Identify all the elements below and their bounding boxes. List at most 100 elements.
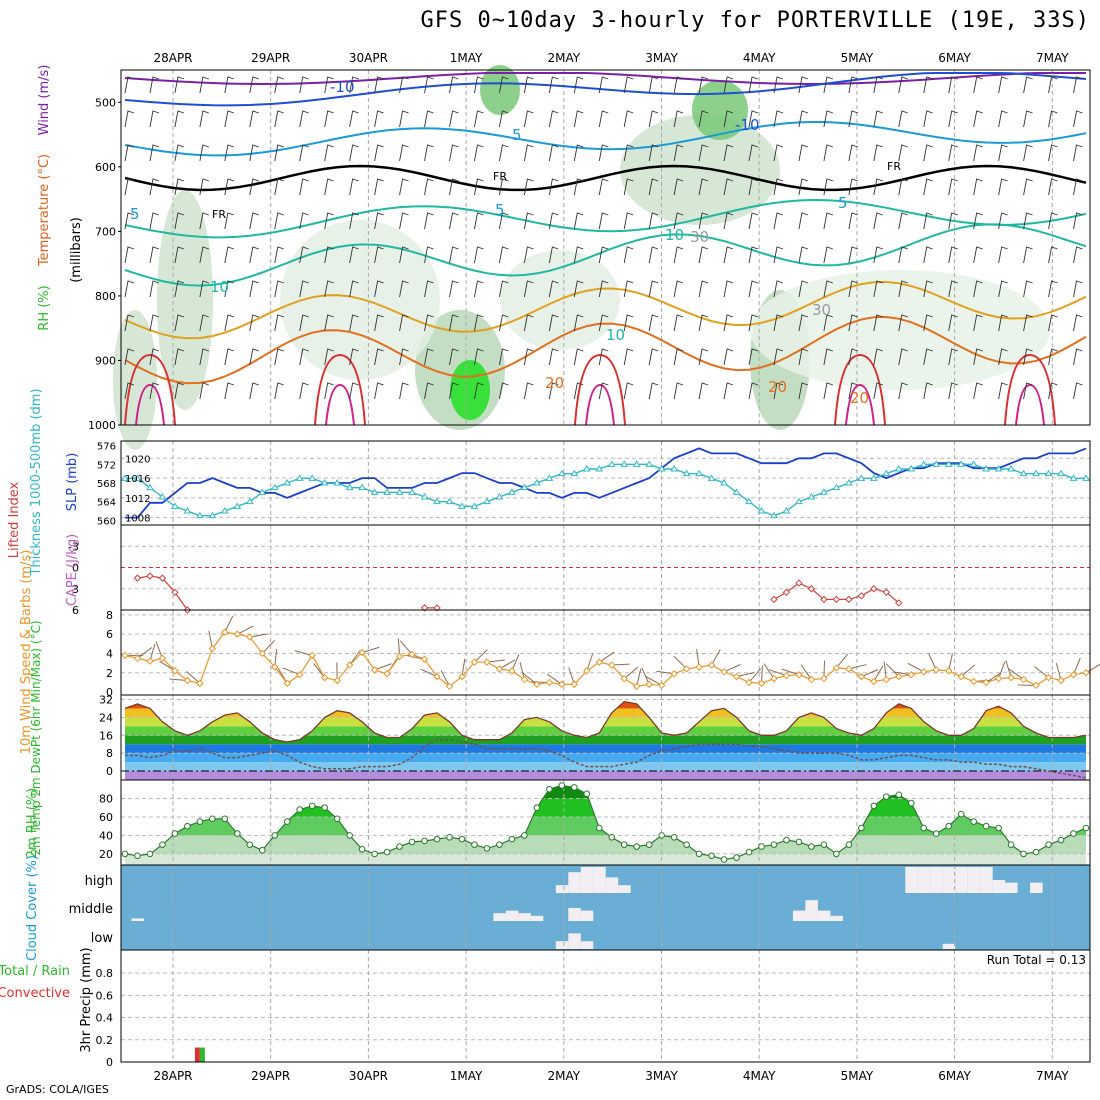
thickness-point	[146, 483, 154, 491]
wind-barb	[199, 314, 210, 332]
wind-barb	[1048, 382, 1058, 400]
wind-barb-10m	[546, 673, 563, 685]
ytick-label: 700	[95, 225, 116, 238]
wind-speed-point	[1082, 669, 1090, 677]
cloud-cell	[917, 867, 931, 893]
wind-barb	[798, 314, 809, 332]
thickness-point	[320, 479, 329, 486]
wind-barb	[399, 382, 409, 400]
lifted-index-point	[882, 588, 891, 596]
wind-speed-point	[495, 665, 504, 673]
wind-barb	[149, 246, 160, 264]
ylabel-thickness: Thickness 1000-500mb (dm)	[29, 388, 44, 576]
wind-barb	[998, 144, 1008, 162]
wind-barb	[548, 314, 559, 332]
rh-point	[1070, 830, 1077, 837]
wind-barb	[573, 178, 584, 196]
wind-barb	[124, 110, 135, 128]
wind-barb	[1048, 212, 1058, 230]
ylabel-slp: SLP (mb)	[65, 453, 80, 512]
wind-barb-10m	[641, 667, 650, 685]
lifted-index-point	[807, 585, 816, 593]
wind-barb	[723, 76, 734, 94]
cloud-cell	[593, 867, 606, 893]
rh-point	[708, 852, 715, 860]
wind-barb	[623, 280, 634, 298]
contour-label: FR	[493, 170, 507, 183]
wind-speed-point	[233, 630, 242, 638]
rh-point	[433, 835, 441, 843]
wind-barb	[349, 110, 359, 128]
wind-barb	[1073, 280, 1083, 298]
rh-point	[808, 843, 815, 850]
wind-barb	[274, 314, 284, 332]
wind-speed-point	[907, 671, 915, 679]
xtick-top-label: 28APR	[153, 51, 192, 65]
thickness-point	[470, 502, 479, 509]
thickness-point	[358, 483, 367, 491]
wind-barb	[424, 348, 434, 366]
wind-frame	[120, 609, 1091, 696]
ytick-label: 1012	[125, 494, 150, 505]
wind-barb	[474, 76, 484, 94]
rh-point	[1082, 824, 1090, 832]
wind-speed-point	[757, 679, 766, 688]
thickness-point	[632, 460, 641, 467]
thickness-point	[1069, 474, 1078, 481]
wind-barb	[399, 212, 409, 230]
wind-barb	[673, 110, 684, 128]
wind-barb	[474, 382, 484, 400]
contour-label: FR	[212, 208, 226, 221]
temperature-band	[125, 708, 1086, 718]
wind-barb	[723, 314, 734, 332]
wind-barb	[773, 280, 784, 298]
wind-barb	[873, 246, 883, 264]
wind-speed-point	[458, 672, 466, 681]
warm-contour	[325, 383, 355, 426]
wind-barb	[1073, 110, 1083, 128]
lifted-index-point	[770, 595, 778, 604]
thickness-point	[295, 474, 304, 481]
thickness-point	[158, 493, 167, 500]
wind-barb	[374, 144, 384, 162]
warm-contour	[585, 383, 615, 426]
thickness-point	[944, 460, 953, 467]
slp-line	[125, 447, 1087, 519]
lifted-index-point	[433, 604, 441, 612]
run-total-label: Run Total = 0.13	[987, 953, 1086, 967]
wind-barb	[1048, 280, 1058, 298]
cloud-cell	[830, 915, 843, 921]
wind-barb	[973, 280, 983, 298]
rh-shading	[750, 270, 1050, 390]
wind-speed-point	[570, 680, 579, 689]
wind-barb-10m	[1034, 666, 1049, 679]
warm-contour	[1015, 383, 1045, 426]
temperature-band	[125, 735, 1086, 745]
wind-barb	[274, 212, 284, 230]
wind-barb	[648, 246, 659, 264]
thickness-point	[520, 483, 529, 491]
wind-speed-point	[969, 677, 978, 686]
wind-barb	[673, 246, 684, 264]
wind-barb	[124, 348, 135, 366]
wind-speed-point	[720, 668, 728, 676]
wind-barb	[449, 110, 459, 128]
wind-barb	[623, 76, 634, 94]
xtick-bottom-label: 5MAY	[841, 1069, 874, 1080]
isotherm-line	[124, 72, 1087, 107]
wind-barb	[523, 178, 534, 196]
rh-fill	[125, 785, 1086, 865]
wind-barb	[374, 246, 384, 264]
wind-barb	[673, 144, 684, 162]
wind-barb	[523, 382, 534, 400]
thickness-point	[732, 488, 741, 495]
thickness-point	[820, 488, 828, 495]
xtick-top-label: 6MAY	[938, 51, 971, 65]
thickness-point	[508, 488, 516, 495]
wind-barb	[548, 76, 559, 94]
wind-barb-10m	[137, 647, 153, 659]
wind-barb	[798, 246, 809, 264]
xtick-top-label: 3MAY	[645, 51, 678, 65]
wind-barb	[449, 212, 459, 230]
wind-barb	[823, 246, 834, 264]
